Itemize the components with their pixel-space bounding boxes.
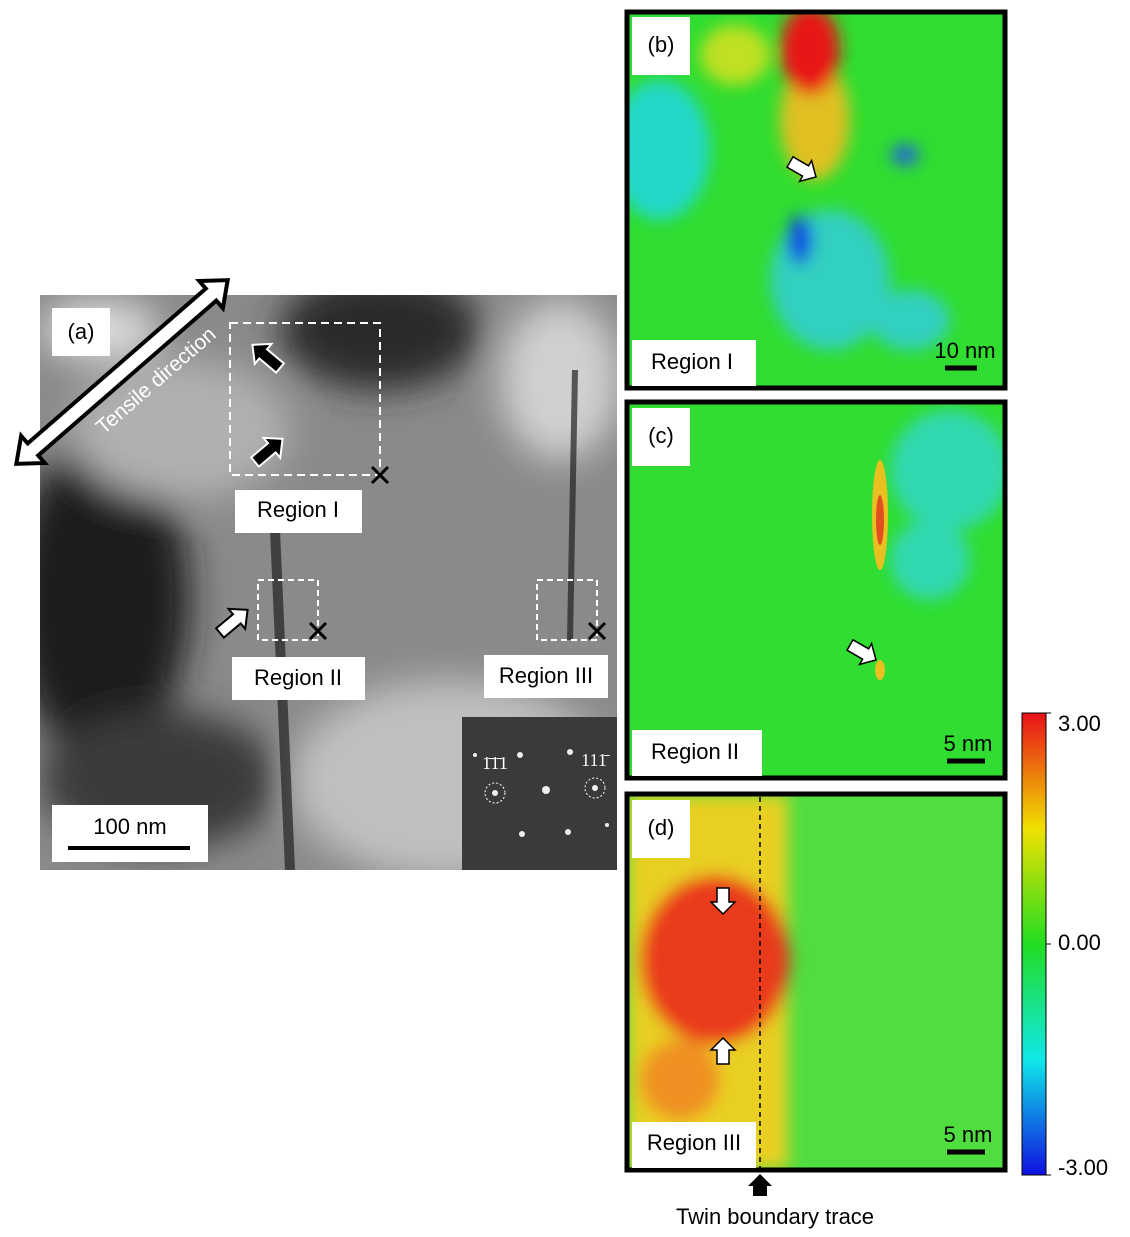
trace-arrow <box>748 1174 772 1196</box>
colorbar-label: -3.00 <box>1058 1155 1108 1180</box>
colorbar <box>1022 713 1046 1175</box>
colorbar-label: 3.00 <box>1058 711 1101 736</box>
region-label: Region I <box>257 497 339 522</box>
spot-label: 111̄ <box>581 750 610 770</box>
spot-label: 1̄1̄1 <box>482 753 508 773</box>
region-label: Region II <box>651 739 739 764</box>
region-label: Region III <box>499 663 593 688</box>
scale-label: 10 nm <box>934 338 995 363</box>
panel-label: (c) <box>648 423 674 448</box>
scale-label: 5 nm <box>944 731 993 756</box>
figure: (a) Tensile direction Region I Region II… <box>0 0 1130 1232</box>
panel-label: (b) <box>648 32 675 57</box>
region-label: Region III <box>647 1130 741 1155</box>
colorbar-label: 0.00 <box>1058 930 1101 955</box>
scale-label: 100 nm <box>93 814 166 839</box>
panel-label: (a) <box>68 319 95 344</box>
trace-label: Twin boundary trace <box>676 1204 874 1229</box>
panel-label: (d) <box>648 815 675 840</box>
region-label: Region I <box>651 349 733 374</box>
scale-label: 5 nm <box>944 1122 993 1147</box>
diffraction-inset: 1̄1̄1 111̄ <box>462 717 617 870</box>
region-label: Region II <box>254 665 342 690</box>
